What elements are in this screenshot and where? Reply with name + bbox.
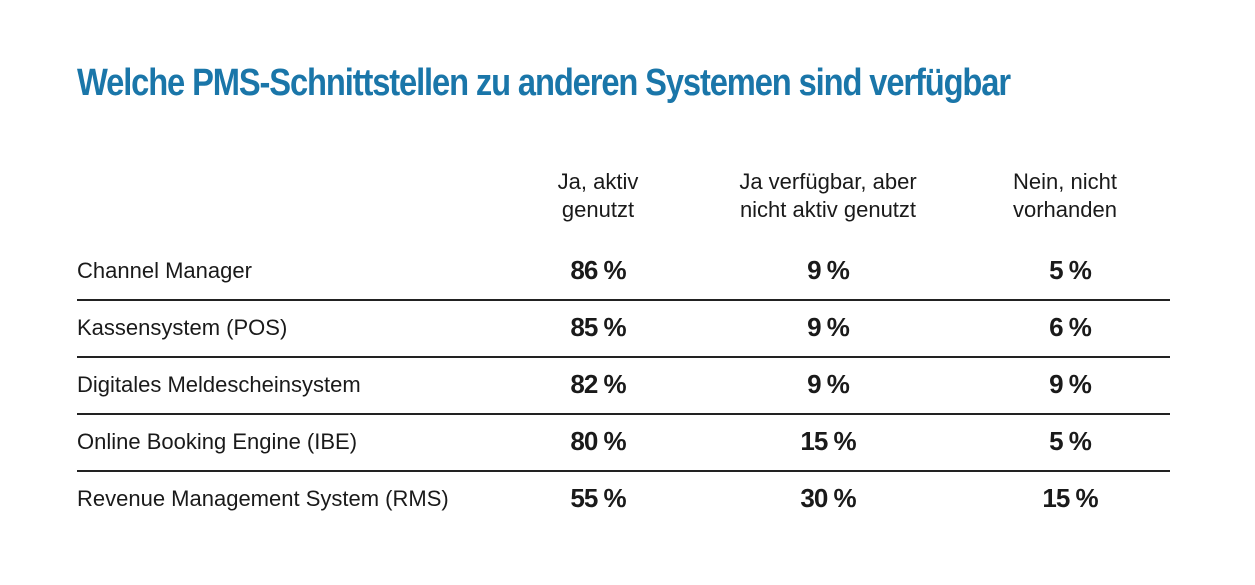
- row-label: Channel Manager: [77, 258, 252, 283]
- column-header-line: Ja, aktiv: [557, 169, 639, 194]
- chart-title: Welche PMS-Schnittstellen zu anderen Sys…: [77, 62, 1011, 104]
- value-cell: 9 %: [807, 369, 850, 399]
- value-cell: 80 %: [570, 426, 626, 456]
- column-header-line: genutzt: [561, 197, 635, 222]
- value-cell: 15 %: [1042, 483, 1098, 513]
- value-cell: 5 %: [1049, 426, 1092, 456]
- column-header-available-unused: Ja verfügbar, aber nicht aktiv genutzt: [708, 168, 948, 224]
- row-label: Kassensystem (POS): [77, 315, 288, 340]
- value-cell: 85 %: [570, 312, 626, 342]
- row-label: Online Booking Engine (IBE): [77, 429, 358, 454]
- value-cell: 9 %: [807, 255, 850, 285]
- table-row: Revenue Management System (RMS) 55 % 30 …: [77, 472, 1170, 529]
- column-header-line: vorhanden: [1013, 197, 1117, 222]
- value-cell: 86 %: [570, 255, 626, 285]
- column-header-active: Ja, aktiv genutzt: [548, 168, 648, 224]
- value-cell: 82 %: [570, 369, 626, 399]
- row-divider: [77, 413, 1170, 415]
- table-row: Kassensystem (POS) 85 % 9 % 6 %: [77, 301, 1170, 358]
- value-cell: 5 %: [1049, 255, 1092, 285]
- column-header-not-available: Nein, nicht vorhanden: [990, 168, 1140, 224]
- value-cell: 9 %: [1049, 369, 1092, 399]
- row-divider: [77, 470, 1170, 472]
- column-header-line: Nein, nicht: [1013, 169, 1117, 194]
- row-label: Digitales Meldescheinsystem: [77, 372, 361, 397]
- value-cell: 6 %: [1049, 312, 1092, 342]
- row-divider: [77, 356, 1170, 358]
- table-row: Channel Manager 86 % 9 % 5 %: [77, 244, 1170, 301]
- table-row: Digitales Meldescheinsystem 82 % 9 % 9 %: [77, 358, 1170, 415]
- value-cell: 30 %: [800, 483, 856, 513]
- row-divider: [77, 299, 1170, 301]
- value-cell: 55 %: [570, 483, 626, 513]
- value-cell: 15 %: [800, 426, 856, 456]
- column-header-line: Ja verfügbar, aber: [739, 169, 917, 194]
- table-row: Online Booking Engine (IBE) 80 % 15 % 5 …: [77, 415, 1170, 472]
- row-label: Revenue Management System (RMS): [77, 486, 449, 511]
- value-cell: 9 %: [807, 312, 850, 342]
- column-header-line: nicht aktiv genutzt: [739, 197, 917, 222]
